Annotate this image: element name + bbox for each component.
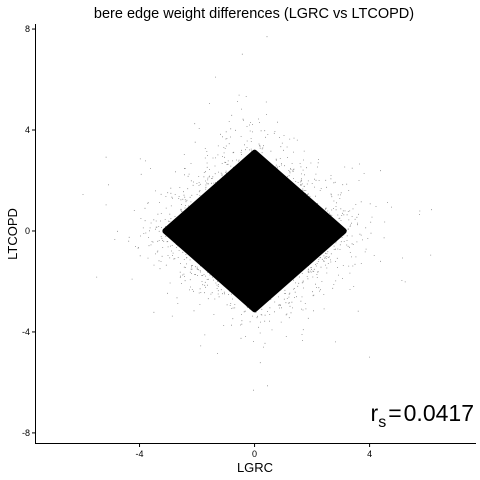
x-axis-title: LGRC (237, 460, 273, 475)
y-tick-label: -4 (22, 327, 30, 337)
y-tick-label: 0 (25, 226, 30, 236)
y-tick-label: -8 (22, 428, 30, 438)
annotation-subscript: s (378, 414, 386, 431)
halo-points (82, 36, 432, 391)
x-axis-ticks: -4 0 4 (136, 443, 372, 459)
x-tick-label: -4 (136, 449, 144, 459)
annotation-value: 0.0417 (404, 400, 474, 426)
y-axis-title: LTCOPD (5, 208, 20, 260)
y-axis-ticks: 8 4 0 -4 -8 (22, 24, 36, 438)
x-tick-label: 0 (252, 449, 257, 459)
dense-core-points (162, 149, 347, 313)
scatter-points (82, 36, 432, 391)
spearman-annotation: rs=0.0417 (371, 400, 474, 431)
y-tick-label: 4 (25, 125, 30, 135)
annotation-operator: = (388, 400, 401, 426)
y-tick-label: 8 (25, 24, 30, 34)
chart-title: bere edge weight differences (LGRC vs LT… (94, 6, 414, 22)
annotation-symbol: r (371, 400, 379, 426)
x-tick-label: 4 (367, 449, 372, 459)
